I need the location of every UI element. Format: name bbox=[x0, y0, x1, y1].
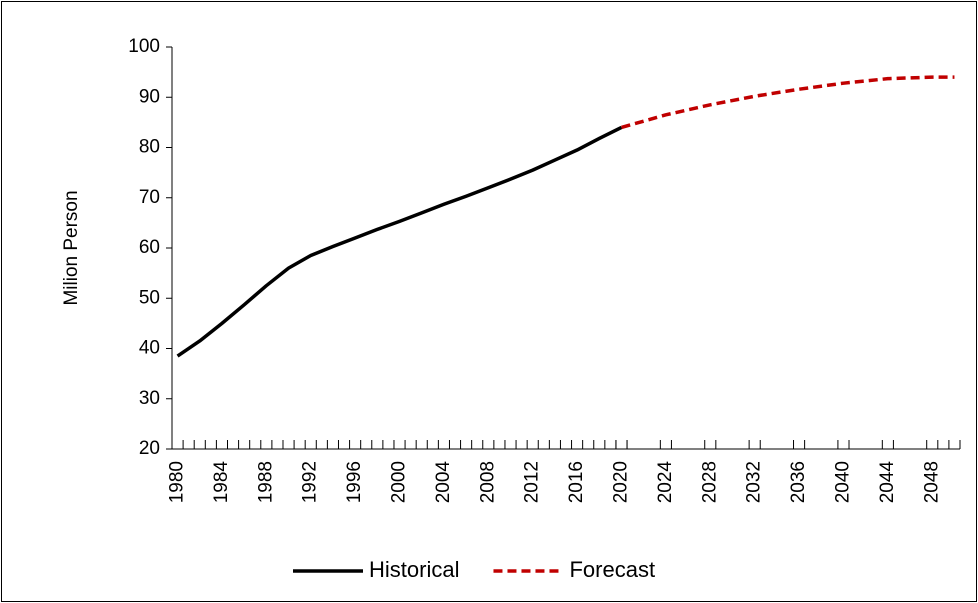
x-tick-label: 1980 bbox=[167, 461, 188, 503]
series-line bbox=[621, 75, 955, 130]
x-tick-label: 2016 bbox=[566, 461, 587, 503]
y-axis-label: Milion Person bbox=[61, 190, 82, 305]
y-tick-label: 100 bbox=[128, 36, 160, 57]
x-tick-label: 1988 bbox=[255, 461, 276, 503]
x-tick-label: 2032 bbox=[744, 461, 765, 503]
x-tick-label: 2008 bbox=[477, 461, 498, 503]
x-tick-label: 1992 bbox=[300, 461, 321, 503]
legend-label: Historical bbox=[369, 557, 459, 582]
y-tick-label: 20 bbox=[139, 438, 160, 459]
y-tick-label: 60 bbox=[139, 237, 160, 258]
x-tick-label: 1996 bbox=[344, 461, 365, 503]
y-tick-label: 90 bbox=[139, 86, 160, 107]
series-line bbox=[176, 125, 623, 358]
x-tick-label: 2020 bbox=[611, 461, 632, 503]
y-tick-label: 40 bbox=[139, 338, 160, 359]
y-tick-label: 30 bbox=[139, 388, 160, 409]
x-tick-label: 2040 bbox=[832, 461, 853, 503]
y-tick-label: 50 bbox=[139, 287, 160, 308]
x-tick-label: 2044 bbox=[877, 461, 898, 504]
x-tick-label: 2012 bbox=[522, 461, 543, 503]
legend-label: Forecast bbox=[569, 557, 655, 582]
x-tick-label: 2000 bbox=[389, 461, 410, 503]
x-tick-label: 2024 bbox=[655, 461, 676, 504]
y-tick-label: 80 bbox=[139, 137, 160, 158]
x-tick-label: 2036 bbox=[788, 461, 809, 503]
y-tick-label: 70 bbox=[139, 187, 160, 208]
x-tick-label: 2048 bbox=[921, 461, 942, 503]
x-tick-label: 1984 bbox=[211, 461, 232, 504]
x-tick-label: 2004 bbox=[433, 461, 454, 504]
x-tick-label: 2028 bbox=[699, 461, 720, 503]
